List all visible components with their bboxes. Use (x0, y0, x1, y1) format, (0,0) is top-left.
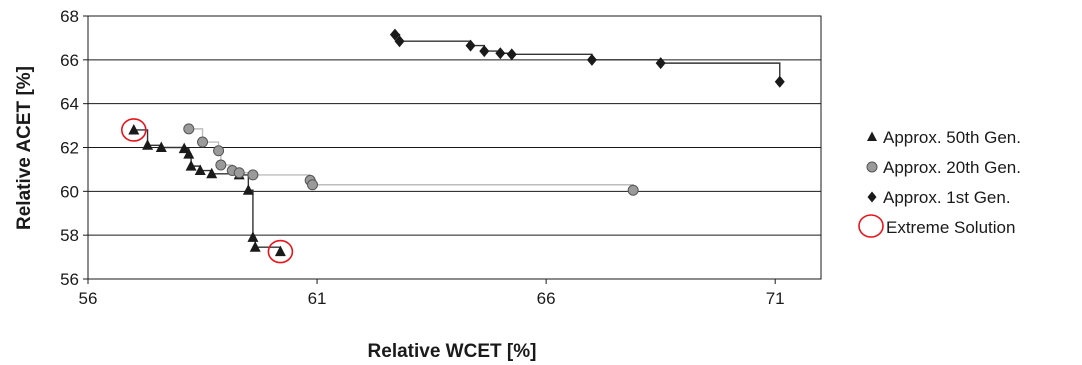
circle-point (233, 167, 245, 179)
diamond-point (506, 48, 517, 61)
y-tick-label: 60 (60, 182, 79, 201)
circle-point (213, 145, 225, 157)
triangle-point (249, 241, 261, 252)
circle-point (627, 184, 639, 196)
circle-point (247, 169, 259, 181)
legend-triangle-icon (867, 131, 877, 141)
circle-point (183, 123, 195, 135)
x-tick-label: 56 (79, 289, 98, 308)
circle-point (215, 159, 227, 171)
diamond-point (394, 35, 405, 48)
triangle-point (128, 123, 140, 135)
y-tick-label: 66 (60, 51, 79, 70)
diamond-point (465, 39, 476, 52)
x-tick-label: 61 (308, 289, 327, 308)
x-tick-label: 71 (766, 289, 785, 308)
triangle-point (178, 142, 190, 154)
data-markers (128, 28, 785, 257)
triangle-point (247, 231, 259, 242)
step-lines (133, 33, 781, 252)
y-tick-label: 56 (60, 270, 79, 289)
y-axis-title: Relative ACET [%] (14, 66, 35, 230)
legend-label: Approx. 1st Gen. (883, 188, 1011, 207)
triangle-point (185, 160, 197, 171)
extreme-solution-markers (121, 118, 294, 264)
extreme-solution-circle (267, 239, 294, 264)
triangle-point (242, 184, 254, 195)
triangle-point (155, 141, 167, 152)
diamond-point (655, 57, 666, 70)
legend-circle-icon (866, 161, 878, 173)
diamond-point (586, 53, 597, 66)
circle-point (306, 179, 318, 191)
legend-diamond-icon (867, 191, 877, 203)
legend-label: Approx. 20th Gen. (883, 158, 1021, 177)
step-line (394, 33, 781, 82)
triangle-point (142, 139, 154, 150)
y-tick-label: 58 (60, 226, 79, 245)
diamond-point (774, 75, 785, 88)
y-tick-label: 62 (60, 139, 79, 158)
diamond-point (479, 45, 490, 58)
step-line (188, 128, 634, 191)
legend-label: Approx. 50th Gen. (883, 128, 1021, 147)
step-line (133, 129, 282, 252)
gridlines (88, 15, 821, 280)
y-tick-label: 64 (60, 95, 79, 114)
diamond-point (495, 47, 506, 60)
triangle-point (194, 164, 206, 176)
triangle-point (274, 245, 286, 257)
legend-label: Extreme Solution (886, 218, 1015, 237)
x-tick-label: 66 (537, 289, 556, 308)
y-tick-label: 68 (60, 7, 79, 26)
extreme-solution-circle (121, 118, 147, 142)
axis-ticks: 56 58 60 62 64 66 68 56 61 66 71 (60, 7, 785, 308)
circle-point (197, 136, 209, 148)
x-axis-title: Relative WCET [%] (368, 341, 537, 362)
legend: Approx. 50th Gen. Approx. 20th Gen. Approx… (858, 128, 1021, 238)
diamond-point (389, 28, 400, 41)
triangle-point (183, 148, 195, 159)
triangle-point (206, 167, 218, 179)
legend-extreme-icon (858, 214, 884, 238)
